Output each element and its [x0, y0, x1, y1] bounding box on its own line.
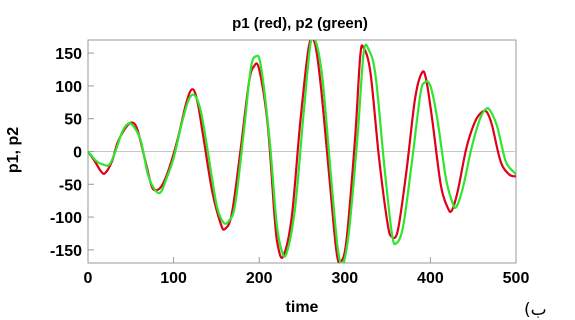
x-axis-label: time: [286, 299, 319, 316]
y-tick-label: 0: [73, 145, 82, 162]
x-tick-label: 300: [331, 270, 358, 287]
series-line-p1: [88, 40, 516, 263]
tick-layer: 0 100 200 300 400 500 -150 -100 -50 0 50 100 150: [50, 46, 529, 287]
x-tick-label: 0: [84, 270, 93, 287]
x-tick-label: 100: [160, 270, 187, 287]
y-axis-label: p1, p2: [5, 127, 22, 173]
series-line-p2: [88, 40, 516, 263]
y-tick-label: 100: [55, 79, 82, 96]
series-layer: [88, 40, 516, 263]
y-tick-label: 150: [55, 46, 82, 63]
y-tick-label: 50: [64, 112, 82, 129]
chart-title: p1 (red), p2 (green): [232, 15, 368, 32]
y-tick-label: -50: [59, 177, 82, 194]
side-mark: (ب: [524, 300, 547, 320]
x-tick-label: 500: [503, 270, 530, 287]
x-tick-label: 200: [246, 270, 273, 287]
y-tick-label: -150: [50, 243, 82, 260]
x-tick-label: 400: [417, 270, 444, 287]
y-tick-label: -100: [50, 210, 82, 227]
